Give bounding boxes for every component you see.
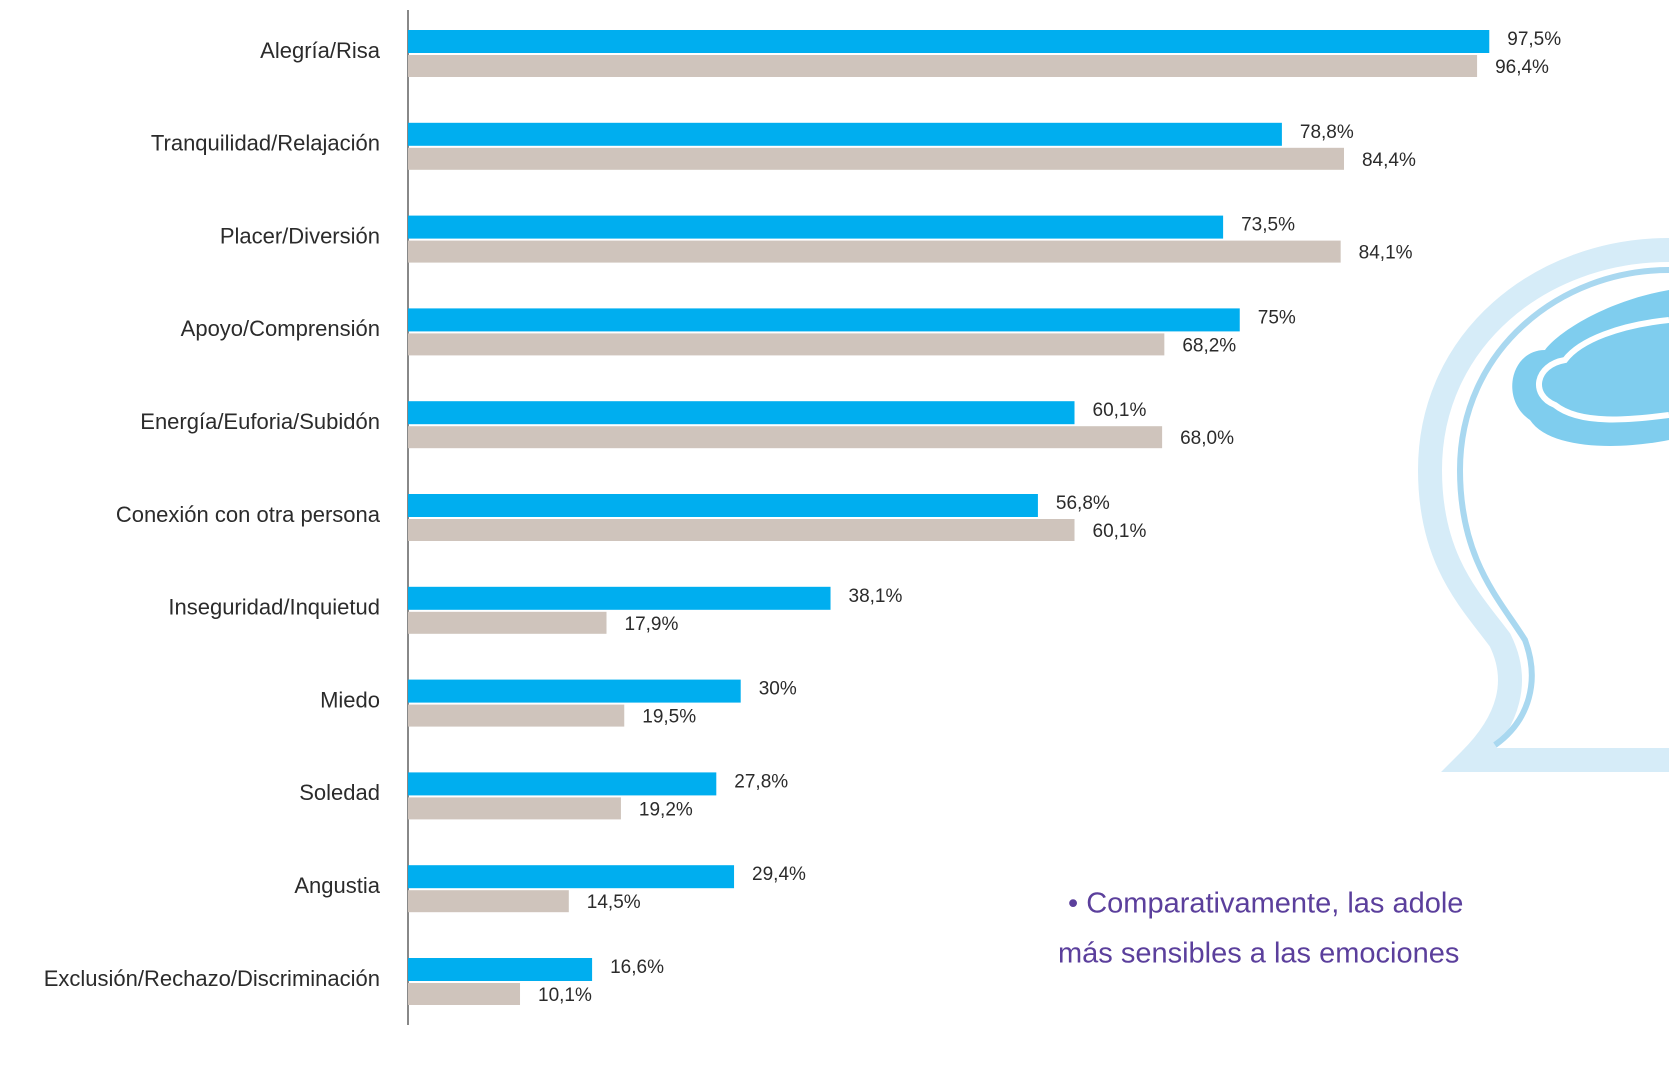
bar (408, 240, 1341, 263)
value-label: 38,1% (849, 586, 903, 607)
bar (408, 958, 593, 981)
bar (408, 215, 1224, 239)
bar (408, 519, 1075, 541)
value-label: 56,8% (1056, 493, 1110, 514)
bar (408, 983, 521, 1005)
category-label: Angustia (294, 873, 380, 898)
category-label: Soledad (299, 780, 380, 805)
value-label: 84,4% (1362, 150, 1416, 171)
value-label: 60,1% (1093, 521, 1147, 542)
category-label: Alegría/Risa (260, 38, 381, 63)
value-label: 75% (1258, 307, 1296, 328)
bar (408, 679, 741, 703)
head-illustration (1417, 238, 1669, 772)
annotation: más sensibles a las emociones (1058, 938, 1459, 970)
category-label: Miedo (320, 687, 380, 712)
bar (408, 401, 1075, 425)
bar (408, 772, 717, 796)
value-label: 10,1% (538, 985, 592, 1006)
value-label: 97,5% (1507, 29, 1561, 50)
value-label: 27,8% (734, 771, 788, 792)
category-label: Conexión con otra persona (116, 502, 381, 527)
category-label: Placer/Diversión (220, 223, 380, 248)
bar (408, 426, 1163, 449)
value-label: 68,0% (1180, 428, 1234, 449)
bar (408, 797, 621, 820)
category-label: Tranquilidad/Relajación (151, 131, 380, 156)
value-label: 30% (759, 679, 797, 700)
category-label: Exclusión/Rechazo/Discriminación (44, 966, 380, 991)
value-label: 60,1% (1093, 400, 1147, 421)
value-label: 29,4% (752, 864, 806, 885)
value-label: 19,2% (639, 799, 693, 820)
bar (408, 147, 1344, 170)
category-label: Inseguridad/Inquietud (168, 595, 380, 620)
annotation: • Comparativamente, las adole (1068, 888, 1463, 920)
bar (408, 122, 1282, 146)
bar (408, 333, 1165, 356)
bar (408, 586, 831, 610)
value-label: 17,9% (625, 614, 679, 635)
value-label: 68,2% (1182, 335, 1236, 356)
bar (408, 308, 1240, 332)
value-label: 14,5% (587, 892, 641, 913)
bar (408, 890, 569, 913)
bar (408, 494, 1038, 517)
head-inner (1456, 267, 1669, 748)
bar (408, 865, 735, 889)
value-label: 73,5% (1241, 215, 1295, 236)
value-label: 16,6% (610, 957, 664, 978)
value-label: 84,1% (1359, 243, 1413, 264)
bar (408, 55, 1478, 77)
bar (408, 704, 625, 727)
value-label: 78,8% (1300, 122, 1354, 143)
category-label: Apoyo/Comprensión (181, 316, 380, 341)
cloud-line (1536, 317, 1669, 423)
category-label: Energía/Euforia/Subidón (140, 409, 380, 434)
bar (408, 30, 1490, 53)
head-outline (1417, 238, 1669, 772)
value-label: 96,4% (1495, 57, 1549, 78)
bar (408, 611, 607, 634)
value-label: 19,5% (642, 707, 696, 728)
